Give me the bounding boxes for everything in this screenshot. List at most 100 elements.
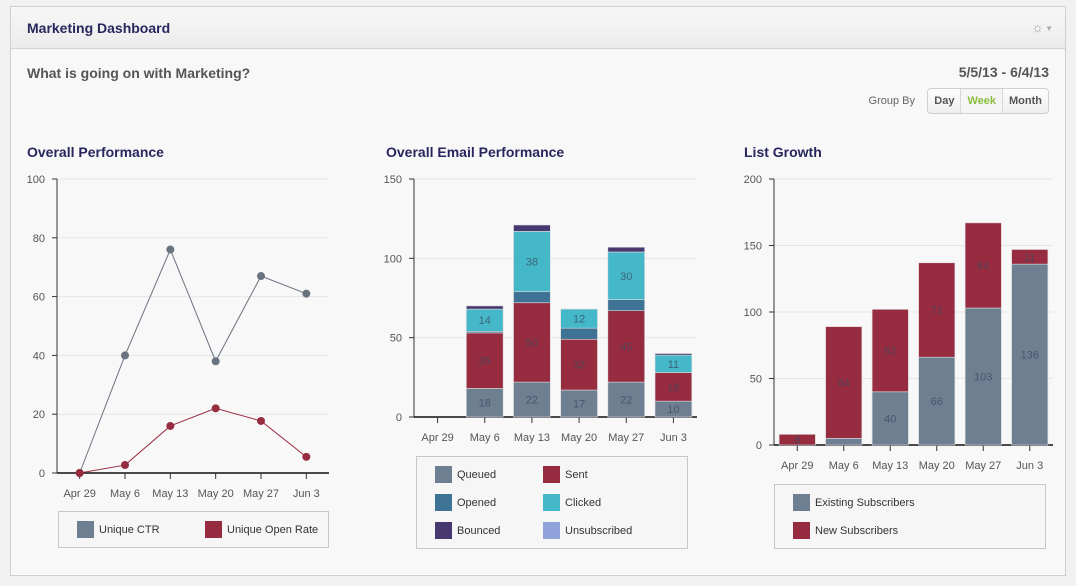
bar-segment-existing-subscribers <box>964 307 1002 446</box>
data-point-unique-ctr <box>166 245 175 254</box>
x-tick-label: May 13 <box>152 488 188 500</box>
legend-item-queued[interactable]: Queued <box>435 466 496 483</box>
x-tick-label: May 27 <box>965 460 1001 472</box>
bar-segment-opened <box>560 327 598 340</box>
panel-header: Marketing Dashboard ☼▼ <box>11 7 1065 49</box>
data-point-unique-ctr <box>257 272 265 281</box>
bar-segment-new-subscribers <box>825 326 863 439</box>
legend-item-new-subscribers[interactable]: New Subscribers <box>793 522 898 539</box>
date-range: 5/5/13 - 6/4/13 <box>958 64 1049 80</box>
x-tick-label: Apr 29 <box>421 432 453 444</box>
legend-label: Opened <box>457 496 497 509</box>
legend-swatch <box>793 494 810 511</box>
dashboard-panel: Marketing Dashboard ☼▼ What is going on … <box>10 6 1066 576</box>
legend-swatch <box>205 521 222 538</box>
bar-segment-opened <box>513 291 551 304</box>
series-line-unique-open-rate <box>79 407 307 474</box>
data-point-unique-ctr <box>302 289 311 298</box>
legend-label: Unique CTR <box>99 523 160 536</box>
data-point-unique-open-rate <box>257 416 265 425</box>
legend-label: Bounced <box>457 524 501 537</box>
bar-segment-queued <box>560 389 598 418</box>
bar-segment-bounced <box>466 305 504 310</box>
legend-item-sent[interactable]: Sent <box>543 466 588 483</box>
x-tick-label: May 6 <box>829 460 859 472</box>
data-point-unique-ctr <box>211 357 220 366</box>
legend-item-clicked[interactable]: Clicked <box>543 494 601 511</box>
list-growth-legend: Existing Subscribers New Subscribers <box>774 484 1046 549</box>
email-performance-title: Overall Email Performance <box>386 144 565 160</box>
bar-segment-new-subscribers <box>918 262 956 358</box>
data-label: 11 <box>668 359 679 371</box>
legend-swatch <box>543 494 560 511</box>
legend-label: Unsubscribed <box>565 524 633 537</box>
x-tick-label: Jun 3 <box>1016 460 1043 472</box>
series-line-unique-ctr <box>79 248 307 474</box>
y-tick-label: 20 <box>33 409 45 421</box>
legend-item-unsubscribed[interactable]: Unsubscribed <box>543 522 632 539</box>
data-point-unique-open-rate <box>302 452 311 461</box>
settings-button[interactable]: ☼▼ <box>1031 19 1053 35</box>
data-label: 12 <box>573 314 585 326</box>
data-label: 38 <box>526 257 538 269</box>
x-tick-label: Jun 3 <box>660 432 687 444</box>
data-point-unique-open-rate <box>121 461 129 470</box>
data-label: 18 <box>667 382 679 394</box>
bar-segment-queued <box>513 381 551 418</box>
legend-item-unique-open-rate[interactable]: Unique Open Rate <box>205 521 318 538</box>
legend-item-bounced[interactable]: Bounced <box>435 522 500 539</box>
legend-item-unique-ctr[interactable]: Unique CTR <box>77 521 160 538</box>
bar-segment-new-subscribers <box>964 222 1002 309</box>
x-tick-label: May 27 <box>608 432 644 444</box>
data-label: 62 <box>884 346 896 358</box>
legend-label: Clicked <box>565 496 602 509</box>
y-tick-label: 100 <box>384 253 402 265</box>
data-point-unique-open-rate <box>211 404 220 413</box>
data-point-unique-open-rate <box>166 421 175 430</box>
email-performance-chart: 0 50 100 150 Apr 29 May 6 May 13 May 20 May 27 Ju… <box>384 174 697 444</box>
legend-item-opened[interactable]: Opened <box>435 494 496 511</box>
bar-segment-clicked <box>607 251 645 300</box>
y-tick-label: 40 <box>33 350 45 362</box>
legend-item-existing-subscribers[interactable]: Existing Subscribers <box>793 494 915 511</box>
legend-swatch <box>77 521 94 538</box>
list-growth-title: List Growth <box>744 144 822 160</box>
bar-segment-existing-subscribers <box>1011 263 1049 446</box>
legend-label: Sent <box>565 468 588 481</box>
group-by-label: Group By <box>868 95 915 107</box>
group-by-month-button[interactable]: Month <box>1002 89 1048 113</box>
section-subtitle: What is going on with Marketing? <box>27 65 251 81</box>
data-label: 30 <box>620 271 632 283</box>
data-label: 66 <box>931 396 943 408</box>
group-by-week-button[interactable]: Week <box>960 89 1003 113</box>
bar-segment-queued <box>466 388 504 418</box>
x-tick-label: Jun 3 <box>293 488 320 500</box>
overall-performance-title: Overall Performance <box>27 144 164 160</box>
x-tick-label: May 6 <box>110 488 140 500</box>
data-label: 22 <box>620 395 632 407</box>
data-label: 22 <box>526 395 538 407</box>
y-tick-label: 100 <box>27 174 45 186</box>
legend-swatch <box>793 522 810 539</box>
legend-swatch <box>435 466 452 483</box>
y-tick-label: 200 <box>744 174 762 186</box>
bar-segment-existing-subscribers <box>825 438 863 446</box>
overall-performance-legend: Unique CTR Unique Open Rate <box>58 511 329 548</box>
y-tick-label: 150 <box>744 241 762 253</box>
gear-icon: ☼ <box>1031 19 1045 35</box>
bar-segment-bounced <box>654 353 693 356</box>
bar-segment-sent <box>513 302 551 383</box>
caret-down-icon: ▼ <box>1045 23 1053 33</box>
bar-segment-clicked <box>513 231 551 292</box>
data-label: 14 <box>479 315 491 327</box>
legend-label: Unique Open Rate <box>227 523 319 536</box>
x-tick-label: May 6 <box>470 432 500 444</box>
data-point-unique-open-rate <box>75 469 84 477</box>
data-label: 10 <box>667 404 679 416</box>
y-tick-label: 150 <box>384 174 402 186</box>
group-by-day-button[interactable]: Day <box>934 95 955 107</box>
data-label: 8 <box>794 435 800 447</box>
bar-segment-new-subscribers <box>778 434 816 446</box>
x-tick-label: Apr 29 <box>63 488 95 500</box>
legend-label: Existing Subscribers <box>815 496 915 509</box>
